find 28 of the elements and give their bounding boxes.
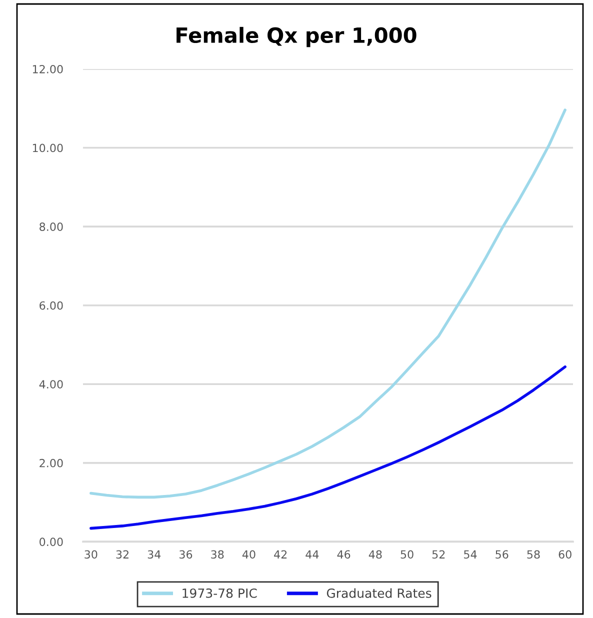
x-tick-label: 52 — [432, 550, 445, 559]
x-tick-label: 48 — [368, 550, 382, 559]
x-tick-label: 32 — [116, 550, 128, 559]
line-series — [90, 108, 566, 499]
y-tick-label: 12.00 — [32, 64, 63, 74]
y-tick-label: 2.00 — [40, 458, 63, 468]
x-tick-label: 42 — [274, 550, 287, 558]
x-tick-label: 56 — [496, 550, 508, 559]
x-tick-label: 34 — [148, 550, 161, 559]
x-tick-label: 46 — [337, 550, 350, 559]
x-tick-label: 54 — [464, 550, 477, 559]
x-tick-label: 36 — [180, 550, 192, 559]
y-tick-label: 8.00 — [40, 222, 63, 231]
x-tick-label: 60 — [558, 550, 572, 559]
y-tick-label: 6.00 — [40, 301, 63, 310]
chart-title: Female Qx per 1,000 — [176, 26, 416, 48]
y-tick-label: 4.00 — [39, 380, 63, 389]
line-series — [90, 365, 566, 530]
y-tick-label: 10.00 — [32, 144, 63, 152]
x-tick-label: 30 — [84, 550, 98, 559]
x-tick-label: 38 — [211, 550, 224, 559]
x-tick-label: 50 — [400, 550, 414, 559]
x-tick-label: 44 — [306, 550, 319, 558]
legend-label: Graduated Rates — [326, 588, 432, 598]
x-tick-label: 58 — [527, 550, 540, 559]
x-tick-label: 40 — [242, 550, 256, 559]
y-tick-label: 0.00 — [40, 538, 63, 546]
legend-label: 1973-78 PIC — [182, 588, 257, 598]
